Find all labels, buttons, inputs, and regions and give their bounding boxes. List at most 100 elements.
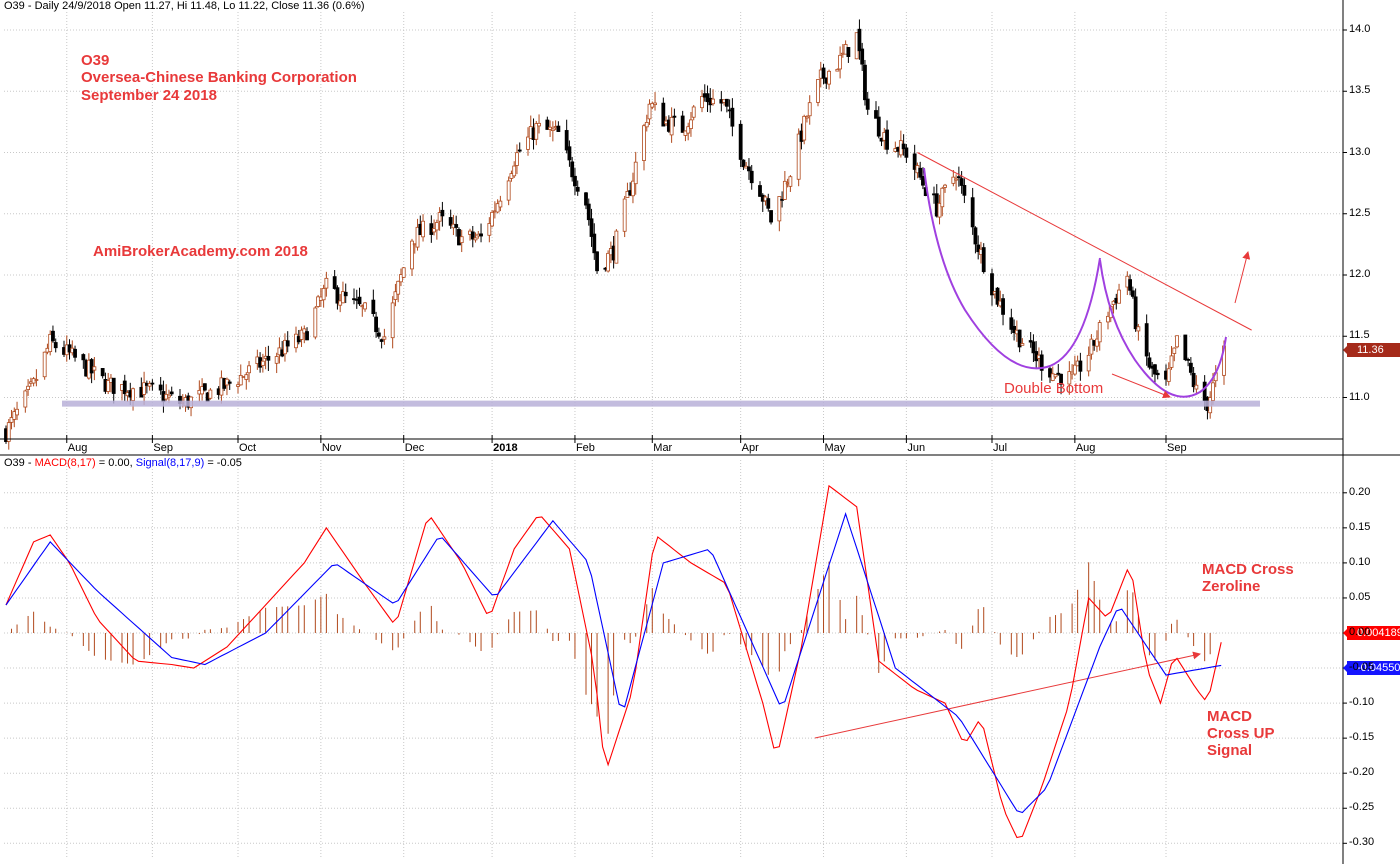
candle <box>550 121 555 142</box>
candle-body <box>42 351 47 378</box>
candle <box>122 374 127 402</box>
candle-body <box>357 296 362 305</box>
candle-body <box>943 184 947 188</box>
candle-body <box>1020 343 1025 346</box>
macd-tag: 0.004189 <box>1347 626 1400 640</box>
candle <box>970 187 975 235</box>
price-ytick-label: 13.5 <box>1349 84 1371 97</box>
candle <box>956 166 961 187</box>
candle <box>357 287 362 306</box>
candle-body <box>981 247 986 273</box>
candle-body <box>633 161 638 185</box>
candle-body <box>382 336 387 340</box>
candle-body <box>515 152 519 166</box>
candle <box>1089 334 1094 360</box>
candle-body <box>247 365 251 374</box>
candle-body <box>379 339 384 342</box>
price-ytick-label: 12.5 <box>1349 206 1371 219</box>
candle <box>954 174 958 191</box>
candle-body <box>1078 360 1083 372</box>
candle-body <box>479 233 483 237</box>
candle-body <box>863 64 867 101</box>
price-tag: 11.36 <box>1347 343 1400 357</box>
candle <box>556 121 561 132</box>
candle <box>363 301 367 312</box>
candle-body <box>548 126 552 130</box>
candle-body <box>131 388 135 401</box>
macd-ytick-label: -0.05 <box>1349 661 1375 674</box>
candle <box>876 106 881 139</box>
candle <box>912 144 917 180</box>
candle <box>548 120 552 137</box>
candle-body <box>567 146 572 161</box>
candle <box>150 379 155 391</box>
candle <box>1117 283 1121 304</box>
candle <box>777 196 782 232</box>
annotation-macd-zero-2: Zeroline <box>1202 578 1261 595</box>
candle-body <box>526 136 530 150</box>
candle <box>807 95 812 125</box>
candle-body <box>1067 371 1072 385</box>
resistance-trendline <box>917 152 1252 331</box>
candle-body <box>169 391 174 395</box>
macd-header-prefix: O39 - <box>4 457 35 469</box>
candle <box>266 345 271 371</box>
candle-body <box>691 106 696 118</box>
candle <box>42 351 47 380</box>
candle <box>846 47 851 63</box>
candle-body <box>299 329 304 340</box>
candle <box>459 229 464 253</box>
candle-body <box>976 244 981 253</box>
candle-body <box>973 227 978 245</box>
candle-body <box>777 196 782 222</box>
candle <box>1147 352 1152 370</box>
candle-body <box>1153 364 1157 375</box>
candle <box>1097 319 1102 351</box>
candle <box>106 372 111 395</box>
candle-body <box>512 165 517 177</box>
candle <box>1153 363 1157 384</box>
candle-body <box>473 237 478 241</box>
candle <box>1133 288 1138 332</box>
macd-ytick-label: -0.15 <box>1349 731 1375 744</box>
candle <box>874 101 878 119</box>
candle-body <box>835 69 840 72</box>
x-tick-label: Aug <box>67 442 88 454</box>
candle-body <box>437 212 442 222</box>
candle <box>921 167 925 190</box>
candle-body <box>874 110 878 119</box>
candle <box>567 140 572 167</box>
candle-body <box>374 316 378 333</box>
candle <box>1001 294 1005 326</box>
candle-body <box>283 339 287 355</box>
candle <box>573 167 577 196</box>
candle-body <box>570 161 575 178</box>
candle-body <box>990 273 994 296</box>
candle <box>680 110 685 133</box>
candle-body <box>142 382 146 395</box>
candle <box>51 325 55 343</box>
candle <box>448 209 453 229</box>
candle <box>1048 365 1052 383</box>
candle <box>15 401 19 421</box>
macd-line <box>5 484 1222 839</box>
candle <box>302 325 307 344</box>
candle <box>53 338 58 353</box>
macd-ytick-label: 0.20 <box>1349 485 1371 498</box>
candle <box>1128 274 1132 296</box>
annotation-macd-up-3: Signal <box>1207 742 1253 759</box>
candle-body <box>1211 382 1215 401</box>
candle-body <box>244 374 249 380</box>
macd-ytick-label: 0.00 <box>1349 626 1371 638</box>
macd-ytick-label: 0.05 <box>1349 590 1371 603</box>
candle-body <box>376 332 381 337</box>
candle-body <box>274 356 279 364</box>
candle-body <box>766 198 771 209</box>
candle-body <box>962 184 967 196</box>
candle <box>885 120 889 155</box>
candle-body <box>335 287 340 304</box>
x-tick-label: Apr <box>741 442 759 454</box>
candle <box>995 287 1000 307</box>
candle <box>73 345 77 362</box>
